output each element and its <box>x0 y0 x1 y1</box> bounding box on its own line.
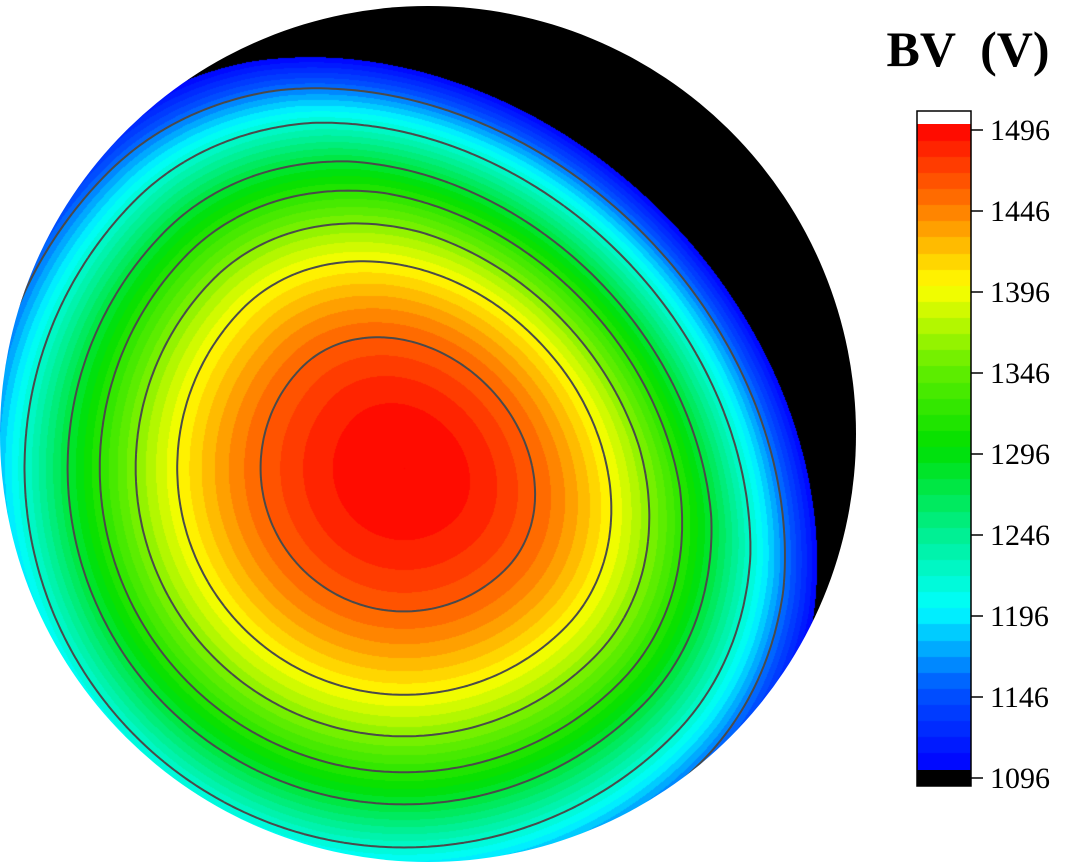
contour-line <box>176 260 613 696</box>
contour-line <box>23 121 752 849</box>
colorbar-tick-label: 1496 <box>990 114 1050 147</box>
colorbar-under-swatch <box>917 770 971 786</box>
colorbar-tick-label: 1346 <box>990 357 1050 390</box>
colorbar-tick-label: 1446 <box>990 195 1050 228</box>
colorbar-tick-label: 1296 <box>990 438 1050 471</box>
colorbar: BV (V) 109611461196124612961346139614461… <box>887 21 1050 795</box>
colorbar-title: BV (V) <box>887 21 1050 77</box>
colorbar-frame <box>916 110 972 787</box>
wafer-heatmap-image <box>0 6 856 862</box>
wafer-map <box>0 6 856 862</box>
colorbar-tick-label: 1396 <box>990 276 1050 309</box>
colorbar-ticks: 1096 1146 1196 1246 1296 1346 1396 1446 1496 <box>971 114 1050 795</box>
colorbar-tick-label: 1246 <box>990 519 1050 552</box>
contour-line <box>66 160 713 806</box>
colorbar-tick-label: 1196 <box>990 600 1049 633</box>
colorbar-over-swatch <box>917 111 971 124</box>
colorbar-gradient <box>917 124 971 770</box>
contour-lines <box>0 87 786 859</box>
contour-line <box>134 222 651 738</box>
contour-line <box>98 189 684 774</box>
contour-line <box>259 336 537 613</box>
colorbar-tick-label: 1096 <box>990 762 1050 795</box>
colorbar-tick-label: 1146 <box>990 681 1049 714</box>
